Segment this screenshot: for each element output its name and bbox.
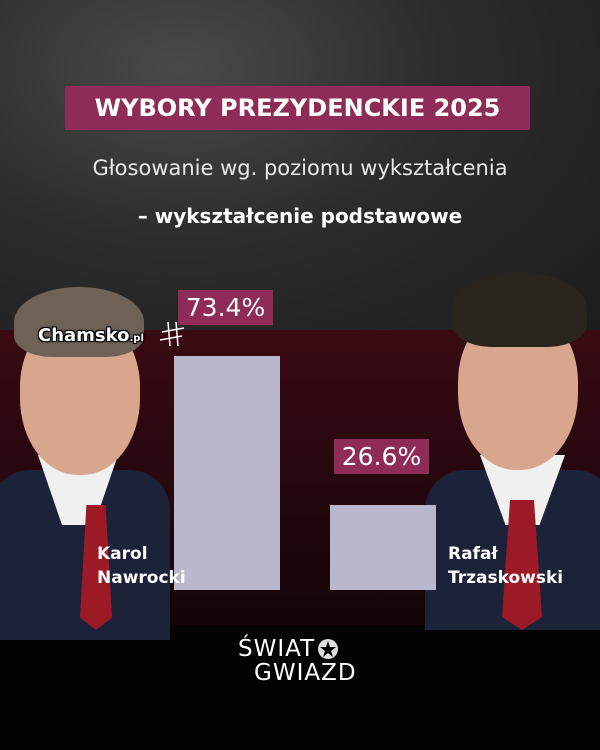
logo-swiat-gwiazd: ŚWIAT GWIAZD [238, 637, 357, 685]
watermark-suffix: .pl [129, 333, 144, 344]
star-icon [318, 639, 339, 659]
watermark-cross-icon [159, 321, 185, 347]
subtitle: Głosowanie wg. poziomu wykształcenia [92, 156, 508, 180]
photo-karol-nawrocki [0, 285, 175, 640]
watermark-text: Chamsko [38, 325, 130, 346]
logo-line2: GWIAZD [254, 660, 357, 686]
footer-background [0, 625, 600, 750]
candidate-label-left: Karol Nawrocki [97, 542, 186, 590]
page-title: WYBORY PREZYDENCKIE 2025 [94, 94, 501, 122]
candidate-last-name: Nawrocki [97, 568, 186, 588]
candidate-first-name: Rafał [448, 544, 498, 564]
logo-line1: ŚWIAT [238, 636, 316, 662]
bar-rafal-trzaskowski [330, 505, 436, 590]
candidate-last-name: Trzaskowski [448, 568, 564, 588]
data-label-karol-nawrocki: 73.4% [178, 290, 273, 325]
title-banner [65, 86, 530, 130]
photo-rafal-trzaskowski [425, 270, 600, 630]
subtitle-category: – wykształcenie podstawowe [137, 204, 463, 228]
candidate-label-right: Rafał Trzaskowski [448, 542, 563, 590]
bar-karol-nawrocki [174, 356, 280, 590]
candidate-first-name: Karol [97, 544, 148, 564]
data-label-rafal-trzaskowski: 26.6% [334, 439, 429, 475]
watermark: Chamsko.pl [38, 325, 144, 346]
